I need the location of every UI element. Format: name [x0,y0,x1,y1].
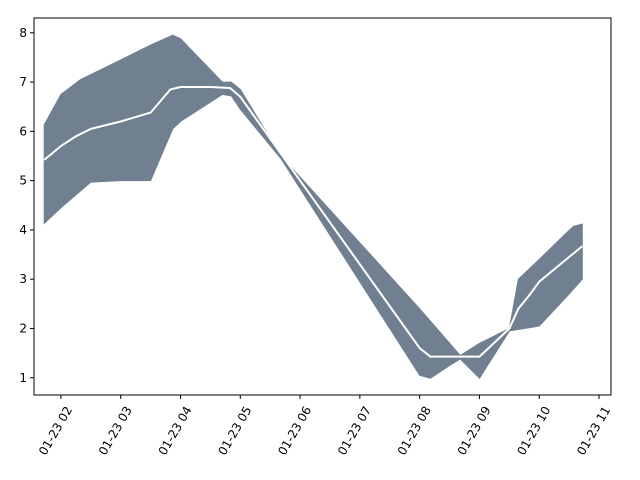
y-tick-label: 2 [19,321,27,335]
y-tick-label: 7 [19,75,27,89]
y-tick-label: 5 [19,174,27,188]
y-tick-label: 4 [19,223,27,237]
x-tick-label: 01-23 06 [275,404,314,458]
plot-area [43,34,583,379]
x-tick-label: 01-23 07 [335,404,374,458]
x-tick-label: 01-23 02 [36,404,75,458]
series-line-0 [43,86,583,358]
x-tick-label: 01-23 03 [96,404,135,458]
y-tick-label: 1 [19,371,27,385]
confidence-band [43,34,583,379]
x-tick-label: 01-23 04 [156,404,195,458]
x-tick-label: 01-23 11 [574,404,613,458]
y-tick-label: 6 [19,124,27,138]
y-axis: 1 2 3 4 5 6 7 8 [19,26,34,385]
x-tick-label: 01-23 05 [215,404,254,458]
y-tick-label: 3 [19,272,27,286]
x-tick-label: 01-23 10 [514,404,553,458]
x-tick-label: 01-23 08 [395,404,434,458]
x-tick-label: 01-23 09 [455,404,494,458]
x-axis: 01-23 02 01-23 03 01-23 04 01-23 05 01-23 06… [36,395,613,458]
axes-frame [33,17,612,396]
y-tick-label: 8 [19,26,27,40]
